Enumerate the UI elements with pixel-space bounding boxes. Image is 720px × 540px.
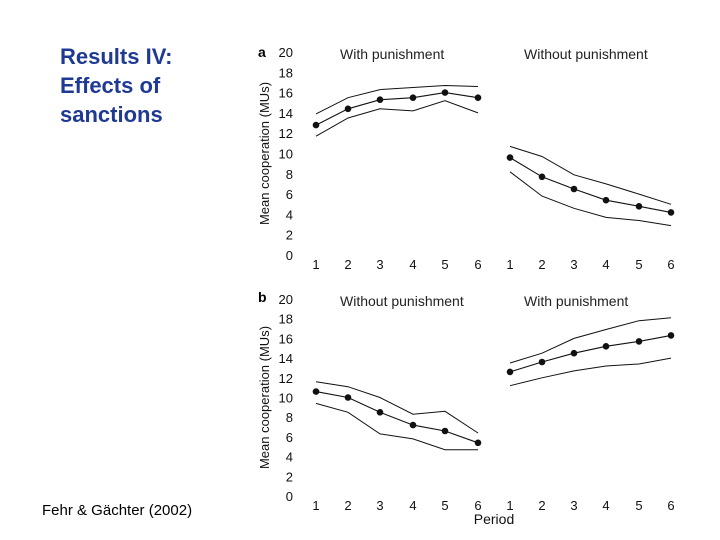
x-tick-label: 6: [667, 498, 674, 513]
y-tick-label: 8: [286, 167, 293, 182]
series-line-upper: [509, 317, 672, 364]
x-tick-label: 6: [474, 257, 481, 272]
data-point: [667, 332, 675, 339]
panel-label: b: [258, 289, 267, 305]
y-tick-label: 6: [286, 187, 293, 202]
data-point: [312, 388, 320, 395]
data-point: [667, 209, 675, 216]
data-point: [538, 173, 546, 181]
x-tick-label: 4: [602, 498, 609, 513]
x-tick-label: 6: [474, 498, 481, 513]
y-tick-label: 6: [286, 430, 293, 445]
data-point: [474, 94, 482, 101]
data-point: [602, 196, 610, 204]
data-point: [474, 439, 482, 447]
series-line-mean: [509, 157, 672, 213]
data-point: [441, 89, 449, 96]
y-tick-label: 10: [279, 391, 293, 406]
x-axis-label: Period: [474, 511, 514, 527]
condition-label: With punishment: [340, 46, 444, 62]
x-tick-label: 1: [506, 498, 513, 513]
title-line-3: sanctions: [60, 102, 163, 127]
x-tick-label: 1: [312, 257, 319, 272]
x-tick-label: 2: [538, 498, 545, 513]
panel-label: a: [258, 44, 266, 60]
y-tick-label: 18: [279, 65, 293, 80]
condition-label: With punishment: [524, 293, 628, 309]
y-tick-label: 14: [279, 106, 293, 121]
series-line-mean: [315, 391, 479, 444]
condition-label: Without punishment: [340, 293, 464, 309]
series-line-mean: [509, 334, 672, 373]
data-point: [376, 96, 384, 103]
x-tick-label: 4: [409, 498, 416, 513]
x-tick-label: 3: [570, 257, 577, 272]
data-point: [506, 368, 514, 376]
x-tick-label: 1: [506, 257, 513, 272]
series-line-upper: [315, 84, 479, 115]
series-line-lower: [509, 357, 672, 387]
y-axis-label: Mean cooperation (MUs): [257, 82, 272, 225]
x-tick-label: 5: [635, 257, 642, 272]
data-point: [344, 105, 352, 113]
series-line-upper: [315, 381, 479, 434]
x-tick-label: 6: [667, 257, 674, 272]
data-point: [635, 338, 643, 345]
x-tick-label: 4: [409, 257, 416, 272]
y-tick-label: 16: [279, 86, 293, 101]
x-tick-label: 4: [602, 257, 609, 272]
citation: Fehr & Gächter (2002): [42, 502, 193, 519]
series-line-upper: [509, 145, 672, 205]
y-tick-label: 4: [286, 207, 293, 222]
y-tick-label: 0: [286, 248, 293, 263]
y-tick-label: 12: [279, 371, 293, 386]
data-point: [602, 343, 610, 350]
y-tick-label: 10: [279, 147, 293, 162]
y-tick-label: 8: [286, 410, 293, 425]
series-line-lower: [315, 100, 479, 137]
x-tick-label: 5: [635, 498, 642, 513]
y-axis-label: Mean cooperation (MUs): [257, 326, 272, 469]
y-tick-label: 0: [286, 489, 293, 504]
y-tick-label: 16: [279, 331, 293, 346]
slide-title: Results IV: Effects of sanctions: [60, 42, 250, 129]
title-line-1: Results IV:: [60, 44, 173, 69]
x-tick-label: 3: [376, 498, 383, 513]
x-tick-label: 2: [538, 257, 545, 272]
data-point: [409, 94, 417, 101]
data-point: [344, 394, 352, 401]
y-tick-label: 18: [279, 312, 293, 327]
series-line-mean: [315, 92, 479, 126]
x-tick-label: 5: [441, 257, 448, 272]
data-point: [409, 421, 417, 429]
series-line-lower: [315, 402, 478, 451]
x-tick-label: 2: [344, 257, 351, 272]
series-line-lower: [509, 171, 672, 227]
data-point: [635, 203, 643, 210]
data-point: [570, 185, 578, 193]
y-tick-label: 2: [286, 228, 293, 243]
x-tick-label: 5: [441, 498, 448, 513]
y-tick-label: 14: [279, 351, 293, 366]
data-point: [441, 427, 449, 435]
data-point: [506, 154, 514, 161]
y-tick-label: 4: [286, 450, 293, 465]
y-tick-label: 20: [279, 292, 293, 307]
data-point: [570, 349, 578, 357]
data-point: [376, 409, 384, 416]
x-tick-label: 2: [344, 498, 351, 513]
y-tick-label: 12: [279, 126, 293, 141]
y-tick-label: 20: [279, 45, 293, 60]
y-tick-label: 2: [286, 469, 293, 484]
x-tick-label: 3: [570, 498, 577, 513]
data-point: [312, 121, 320, 129]
title-line-2: Effects of: [60, 73, 161, 98]
data-point: [538, 358, 546, 366]
x-tick-label: 1: [312, 498, 319, 513]
x-tick-label: 3: [376, 257, 383, 272]
condition-label: Without punishment: [524, 46, 648, 62]
